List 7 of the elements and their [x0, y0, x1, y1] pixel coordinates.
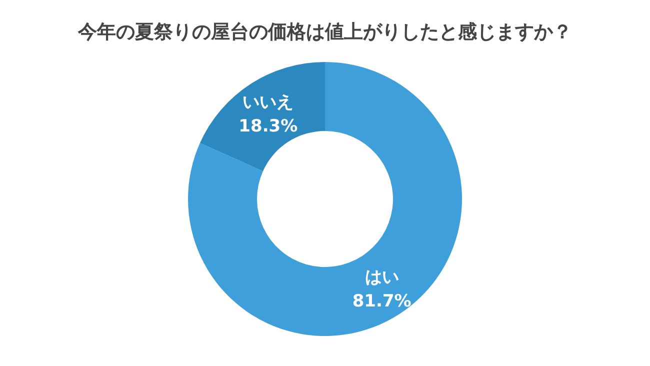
slice-label: はい — [364, 268, 399, 288]
slice-label: いいえ — [242, 92, 294, 112]
data-label: 81.7% — [352, 292, 412, 312]
data-label: 18.3% — [238, 116, 298, 136]
donut-slice — [188, 62, 462, 336]
donut-slice — [200, 62, 325, 172]
chart-title: 今年の夏祭りの屋台の価格は値上がりしたと感じますか？ — [77, 21, 572, 43]
